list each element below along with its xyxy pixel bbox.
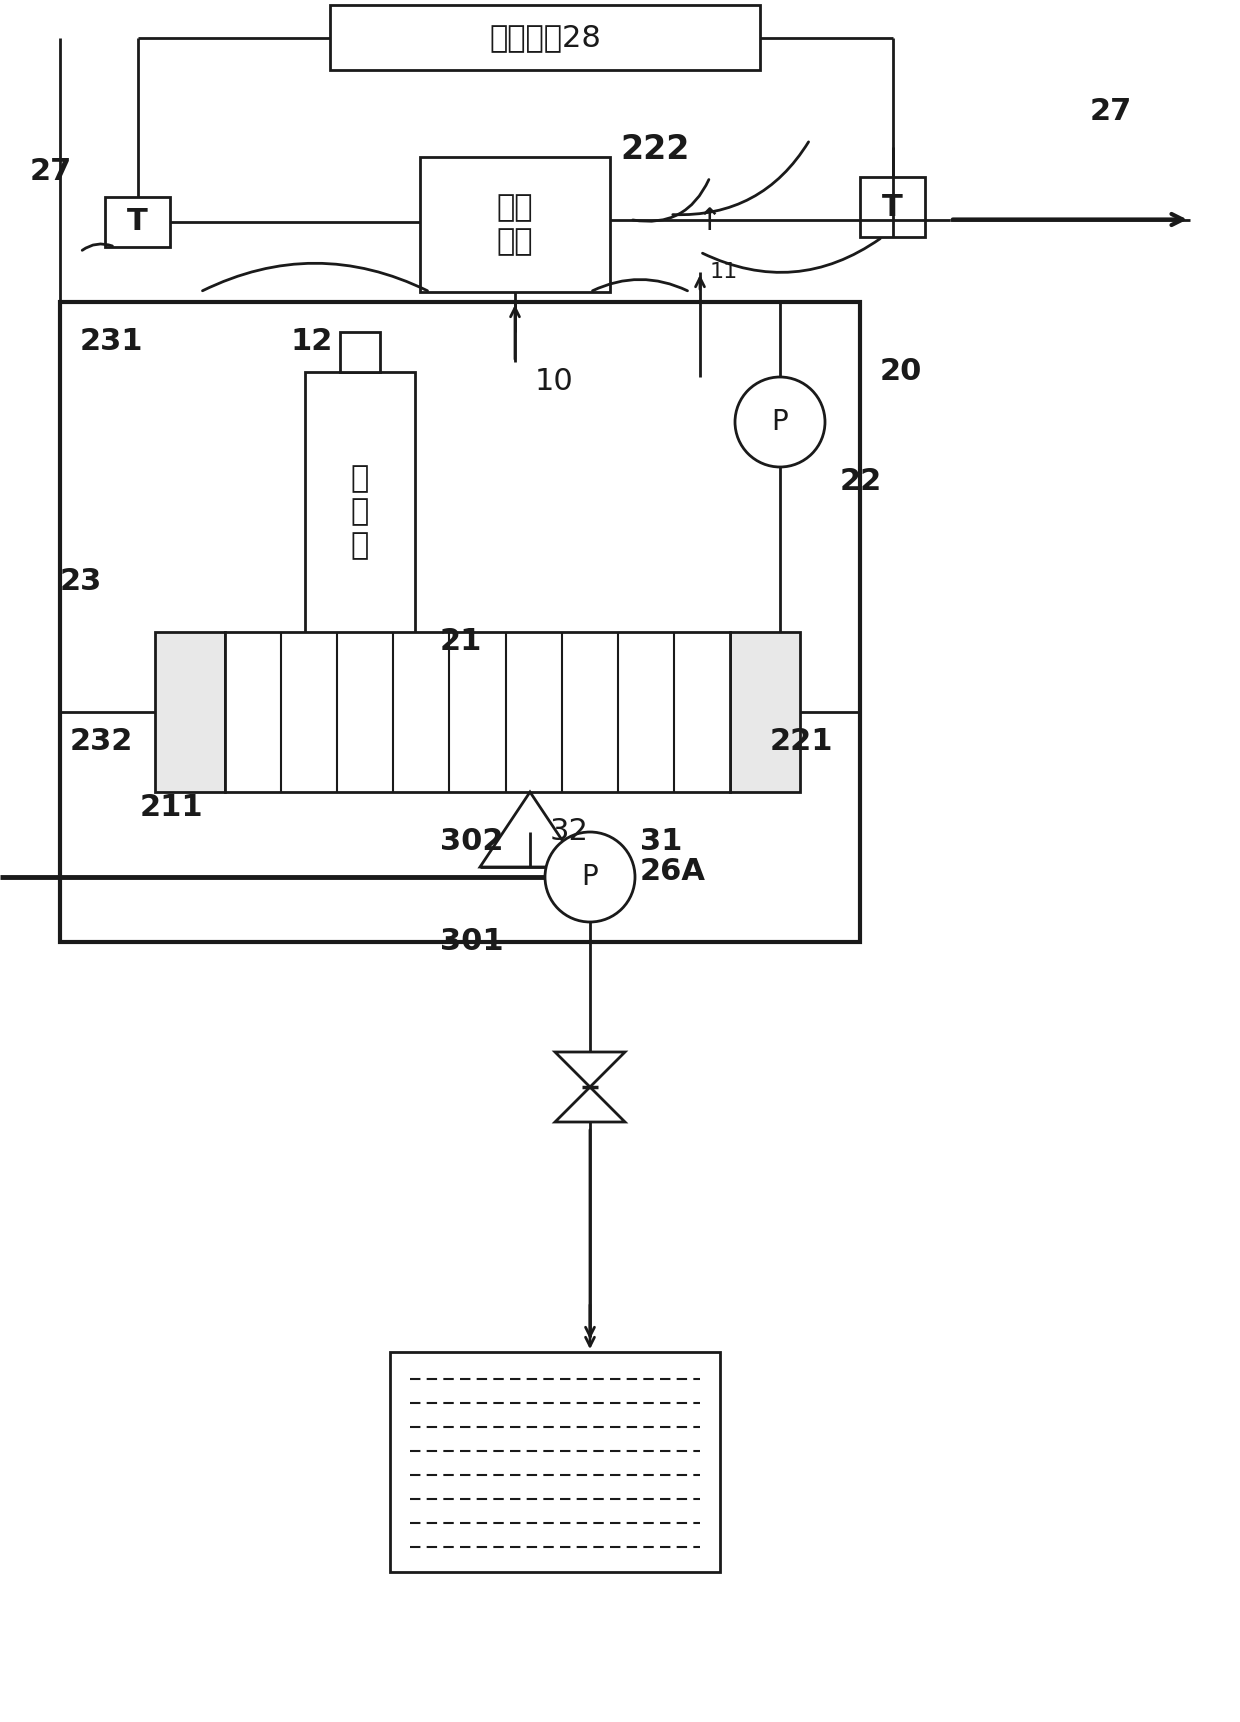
- Text: 11: 11: [711, 262, 738, 282]
- Bar: [224, 632, 730, 792]
- Text: 231: 231: [81, 327, 144, 356]
- Text: 22: 22: [839, 467, 882, 496]
- Circle shape: [546, 832, 635, 921]
- Bar: [420, 157, 610, 293]
- Text: 302: 302: [440, 828, 503, 856]
- Text: 32: 32: [551, 818, 589, 847]
- Text: 10: 10: [534, 367, 574, 396]
- Text: 221: 221: [770, 727, 833, 756]
- Text: 27: 27: [30, 157, 72, 186]
- Bar: [60, 301, 861, 942]
- Text: 21: 21: [440, 627, 482, 656]
- Bar: [330, 5, 760, 71]
- Text: 23: 23: [60, 568, 102, 596]
- Text: 12: 12: [290, 327, 332, 356]
- Text: 26A: 26A: [640, 858, 706, 887]
- Text: 20: 20: [880, 358, 923, 386]
- Bar: [155, 632, 224, 792]
- Bar: [305, 372, 415, 653]
- Text: T: T: [128, 207, 148, 236]
- Text: 控制模块28: 控制模块28: [489, 22, 601, 52]
- Text: P: P: [582, 863, 599, 890]
- Text: ↑: ↑: [697, 207, 723, 236]
- Bar: [391, 1352, 720, 1572]
- Text: 氢
气
瓶: 氢 气 瓶: [351, 463, 370, 560]
- Bar: [340, 332, 379, 372]
- Bar: [861, 177, 925, 238]
- Text: T: T: [882, 193, 903, 222]
- Circle shape: [735, 377, 825, 467]
- Bar: [105, 196, 170, 246]
- Text: P: P: [771, 408, 789, 436]
- Text: 27: 27: [1090, 98, 1132, 126]
- Text: 222: 222: [620, 133, 689, 165]
- Text: 232: 232: [69, 727, 134, 756]
- Text: 燃料
电池: 燃料 电池: [497, 193, 533, 257]
- Text: 301: 301: [440, 928, 503, 956]
- Text: 211: 211: [140, 792, 203, 821]
- Text: 31: 31: [640, 828, 682, 856]
- Bar: [730, 632, 800, 792]
